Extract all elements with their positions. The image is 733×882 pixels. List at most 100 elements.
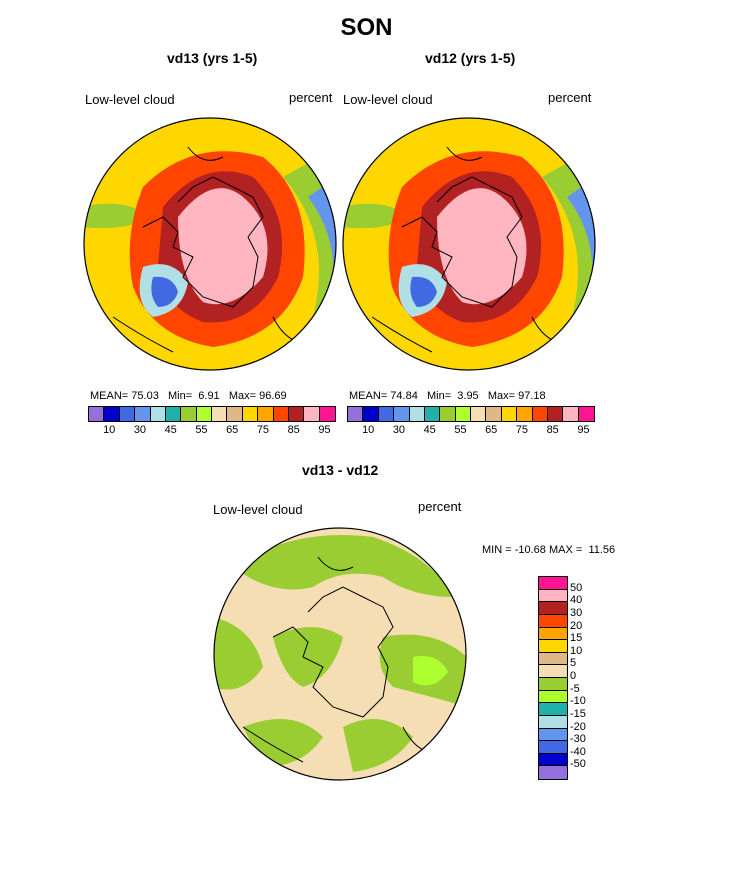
panel-1-min: 6.91	[198, 390, 220, 402]
colorbar-swatch	[89, 407, 105, 421]
colorbar-swatch	[227, 407, 243, 421]
colorbar-tick-label: 30	[392, 424, 406, 436]
diff-colorbar	[538, 576, 568, 780]
colorbar-swatch	[471, 407, 487, 421]
colorbar-swatch	[547, 407, 564, 421]
colorbar-tick-label: 45	[164, 424, 177, 436]
diff-colorbar-tick-label: -30	[570, 733, 586, 746]
diff-region-lightgreen-east	[413, 656, 448, 686]
diff-region-green-center	[273, 627, 343, 687]
colorbar-tick-label: 30	[133, 424, 147, 436]
diff-colorbar-tick-label: 15	[570, 632, 583, 645]
panel-1-polar-map	[83, 117, 337, 371]
diff-max: 11.56	[588, 544, 616, 556]
colorbar-swatch	[304, 407, 320, 421]
diff-colorbar-swatch	[539, 589, 567, 603]
diff-colorbar-swatch	[539, 690, 567, 704]
panel-1-title: vd13 (yrs 1-5)	[167, 50, 258, 66]
diff-units: percent	[418, 499, 462, 514]
colorbar-swatch	[363, 407, 379, 421]
panel-1-mean: 75.03	[131, 390, 159, 402]
colorbar-swatch	[258, 407, 274, 421]
diff-region-green-north	[233, 535, 453, 597]
colorbar-swatch	[394, 407, 410, 421]
diff-colorbar-swatch	[539, 678, 567, 691]
colorbar-swatch	[196, 407, 212, 421]
panel-1-max-label: Max=	[228, 390, 257, 402]
colorbar-tick-label: 85	[287, 424, 300, 436]
colorbar-tick-label: 85	[546, 424, 559, 436]
colorbar-tick-label: 55	[195, 424, 208, 436]
panel-1-max: 96.69	[259, 390, 287, 402]
diff-colorbar-tick-label: -10	[570, 695, 586, 708]
colorbar-swatch	[532, 407, 548, 421]
diff-colorbar-swatch	[539, 715, 567, 729]
panel-2-colorbar	[347, 406, 595, 422]
panel-1-field-label: Low-level cloud	[85, 92, 175, 107]
panel-2-coastline	[371, 146, 558, 353]
panel-2-units: percent	[548, 90, 592, 105]
panel-1-mean-label: MEAN=	[90, 390, 129, 402]
diff-colorbar-swatch	[539, 665, 567, 678]
panel-2-title: vd12 (yrs 1-5)	[425, 50, 516, 66]
diff-colorbar-swatch	[539, 614, 567, 628]
colorbar-swatch	[119, 407, 136, 421]
panel-2-map-border	[342, 117, 596, 371]
panel-2-stats: MEAN= 74.84 Min= 3.95 Max= 97.18	[349, 390, 546, 402]
colorbar-swatch	[165, 407, 182, 421]
diff-colorbar-swatch	[539, 728, 567, 742]
colorbar-swatch	[409, 407, 425, 421]
diff-colorbar-swatch	[539, 766, 567, 779]
colorbar-tick-label: 65	[226, 424, 239, 436]
colorbar-tick-label: 75	[256, 424, 270, 436]
colorbar-tick-label: 10	[103, 424, 116, 436]
colorbar-swatch	[135, 407, 151, 421]
panel-2-min: 3.95	[457, 390, 479, 402]
colorbar-swatch	[440, 407, 456, 421]
diff-coastline	[242, 556, 429, 763]
panel-2-field-label: Low-level cloud	[343, 92, 433, 107]
panel-1-map-border	[83, 117, 337, 371]
panel-2-mean: 74.84	[390, 390, 418, 402]
panel-1-min-label: Min=	[167, 390, 193, 402]
colorbar-tick-label: 45	[423, 424, 436, 436]
colorbar-tick-label: 55	[454, 424, 467, 436]
panel-2-mean-label: MEAN=	[349, 390, 388, 402]
colorbar-swatch	[517, 407, 533, 421]
panel-1-region-pink	[178, 188, 268, 305]
diff-colorbar-tick-label: -20	[570, 720, 586, 733]
panel-1-stats: MEAN= 75.03 Min= 6.91 Max= 96.69	[90, 390, 287, 402]
diff-colorbar-swatch	[539, 577, 567, 590]
colorbar-tick-label: 65	[485, 424, 498, 436]
colorbar-swatch	[319, 407, 335, 421]
panel-2-region-greenland-blue	[410, 276, 437, 307]
panel-2-max-label: Max=	[487, 390, 516, 402]
diff-colorbar-tick-label: 0	[570, 670, 577, 682]
diff-colorbar-tick-label: 40	[570, 594, 583, 607]
colorbar-swatch	[348, 407, 364, 421]
colorbar-swatch	[273, 407, 289, 421]
diff-colorbar-tick-label: 20	[570, 619, 583, 632]
diff-colorbar-swatch	[539, 753, 567, 767]
panel-2-min-label: Min=	[426, 390, 452, 402]
diff-minmax: MIN = -10.68 MAX = 11.56	[482, 544, 615, 556]
colorbar-swatch	[424, 407, 441, 421]
colorbar-swatch	[378, 407, 395, 421]
diff-colorbar-tick-label: 10	[570, 644, 583, 657]
diff-max-label: MAX =	[548, 544, 583, 556]
diff-colorbar-tick-label: -50	[570, 758, 586, 771]
diff-field-label: Low-level cloud	[213, 502, 303, 517]
diff-map-border	[213, 527, 467, 781]
colorbar-swatch	[181, 407, 197, 421]
panel-1-units: percent	[289, 90, 333, 105]
colorbar-swatch	[501, 407, 518, 421]
diff-min-label: MIN =	[482, 544, 512, 556]
colorbar-tick-label: 10	[362, 424, 375, 436]
diff-region-green-southeast	[343, 719, 413, 772]
diff-colorbar-tick-label: -40	[570, 745, 586, 758]
diff-colorbar-tick-label: 50	[570, 581, 583, 594]
colorbar-swatch	[212, 407, 228, 421]
colorbar-swatch	[242, 407, 259, 421]
diff-colorbar-swatch	[539, 703, 567, 716]
panel-2-max: 97.18	[518, 390, 546, 402]
